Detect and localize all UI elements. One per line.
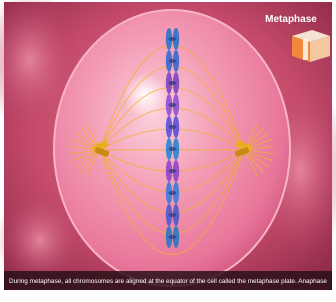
video-frame: Metaphase During metaphase, all chromoso… [0,0,336,302]
centromere [169,37,177,41]
centromere [169,103,177,107]
stage-icon [292,30,330,62]
icon-stripe [303,39,308,60]
centromere [169,169,177,173]
centromere [169,235,177,239]
caption: During metaphase, all chromosomes are al… [9,278,327,285]
centromere [169,191,177,195]
centromere [169,81,177,85]
centromere [169,213,177,217]
page: Metaphase During metaphase, all chromoso… [0,0,336,302]
stage-label: Metaphase [265,14,317,25]
centromere [169,125,177,129]
centromere [169,59,177,63]
centromere [169,147,177,151]
